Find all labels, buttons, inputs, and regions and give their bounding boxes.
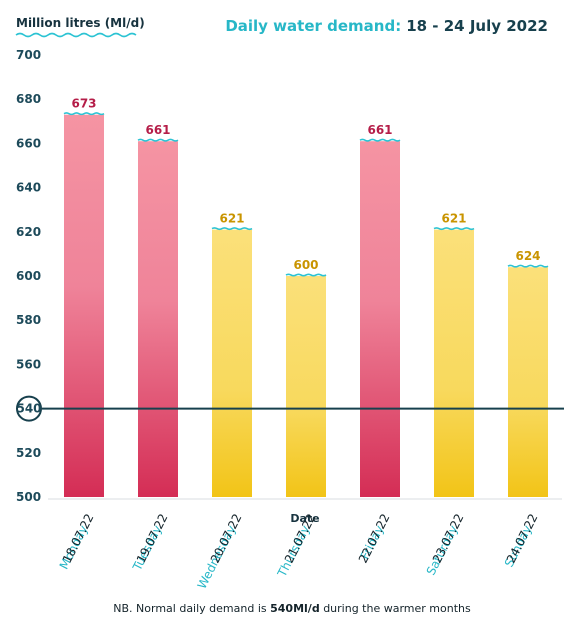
x-tick-label: Wednesday20.07.22 [195, 511, 245, 591]
x-axis-title: Date [290, 512, 319, 525]
bar-value-label: 621 [441, 212, 466, 226]
y-axis-title: Million litres (Ml/d) [16, 16, 145, 30]
y-tick-label: 680 [16, 92, 41, 106]
bar-group: 621 [433, 212, 475, 497]
bar [508, 267, 548, 497]
x-tick-date: 22.07.22 [356, 511, 393, 565]
y-tick-label: 700 [16, 48, 41, 62]
footnote-highlight: 540Ml/d [270, 602, 320, 615]
x-tick-date: 20.07.22 [208, 511, 245, 565]
y-tick-label: 520 [16, 446, 41, 460]
bar [64, 114, 104, 498]
x-tick-label: Sunday24.07.22 [502, 511, 541, 569]
x-tick-date: 24.07.22 [504, 511, 541, 565]
bar-group: 621 [211, 212, 253, 497]
bar-top-wave [285, 273, 327, 277]
x-tick-label: Friday22.07.22 [356, 511, 393, 565]
bar-top-wave [137, 138, 179, 142]
bar [212, 229, 252, 497]
bar-top-wave [433, 227, 475, 231]
bar [434, 229, 474, 497]
footnote-prefix: NB. Normal daily demand is [113, 602, 270, 615]
reference-line-marker [16, 395, 42, 422]
bar-value-label: 661 [145, 123, 170, 137]
bar-top-wave [507, 264, 549, 268]
bars: 673 661 621 600 661 621 624 [63, 97, 549, 498]
bar-value-label: 600 [293, 258, 318, 272]
x-tick-label: Monday18.07.22 [57, 511, 97, 571]
y-axis-ticks: 500 520 560 580 600 620 640 660 680 700 [16, 48, 41, 504]
reference-line-label: 540 [16, 402, 41, 416]
bar-value-label: 621 [219, 212, 244, 226]
y-axis-title-underline [15, 32, 137, 38]
bar-value-label: 673 [71, 97, 96, 111]
chart-title-range: 18 - 24 July 2022 [406, 17, 548, 35]
x-tick-date: 19.07.22 [134, 511, 171, 565]
y-tick-label: 620 [16, 225, 41, 239]
bar-top-wave [359, 138, 401, 142]
bar-group: 661 [359, 123, 401, 497]
y-tick-label: 600 [16, 269, 41, 283]
bar-top-wave [211, 227, 253, 231]
bar-top-wave [63, 112, 105, 116]
bar-group: 624 [507, 249, 549, 497]
y-tick-label: 500 [16, 490, 41, 504]
y-tick-label: 560 [16, 357, 41, 371]
x-tick-date: 18.07.22 [60, 511, 97, 565]
bar-group: 600 [285, 258, 327, 497]
y-tick-label: 660 [16, 136, 41, 150]
bar [286, 276, 326, 497]
chart-title: Daily water demand: 18 - 24 July 2022 [225, 17, 548, 35]
x-tick-label: Saturday23.07.22 [424, 511, 467, 577]
bar-value-label: 624 [515, 249, 540, 263]
x-tick-date: 23.07.22 [430, 511, 467, 565]
bar-group: 661 [137, 123, 179, 497]
footnote-suffix: during the warmer months [320, 602, 471, 615]
x-tick-label: Tuesday19.07.22 [130, 511, 171, 573]
bar-value-label: 661 [367, 123, 392, 137]
chart-title-prefix: Daily water demand: [225, 17, 401, 35]
bar [138, 141, 178, 497]
bar-group: 673 [63, 97, 105, 498]
y-tick-label: 580 [16, 313, 41, 327]
footnote: NB. Normal daily demand is 540Ml/d durin… [113, 602, 471, 615]
y-tick-label: 640 [16, 181, 41, 195]
bar [360, 141, 400, 497]
